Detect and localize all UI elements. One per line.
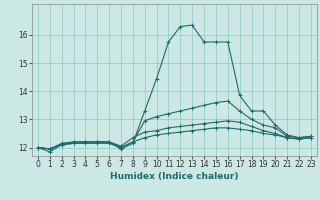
X-axis label: Humidex (Indice chaleur): Humidex (Indice chaleur) [110,172,239,181]
